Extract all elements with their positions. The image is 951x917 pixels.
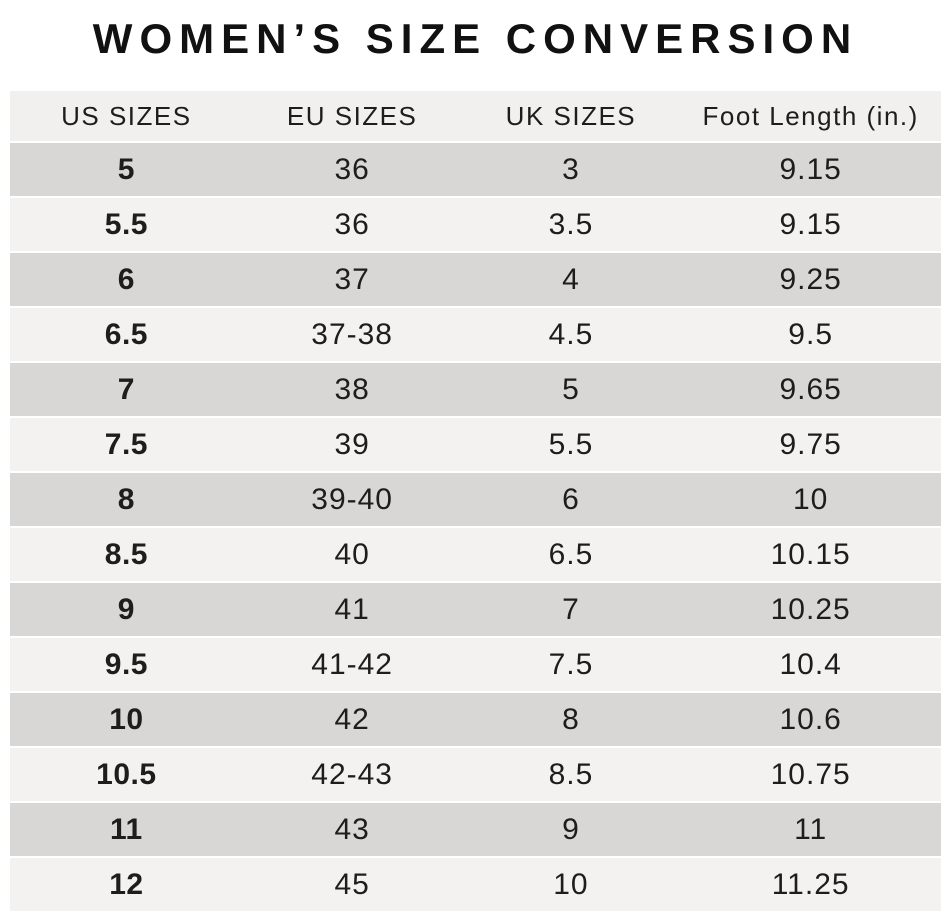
table-row: 9.5 41-42 7.5 10.4 <box>10 636 941 692</box>
cell-uk-size: 3.5 <box>461 196 681 252</box>
cell-eu-size: 36 <box>242 141 462 197</box>
cell-us-size: 5 <box>10 141 243 197</box>
cell-foot-length: 10 <box>680 471 941 527</box>
table-row: 8 39-40 6 10 <box>10 471 941 527</box>
table-row: 10 42 8 10.6 <box>10 691 941 747</box>
cell-us-size: 5.5 <box>10 196 243 252</box>
table-row: 5 36 3 9.15 <box>10 141 941 197</box>
cell-uk-size: 7 <box>461 581 681 637</box>
cell-eu-size: 39-40 <box>242 471 462 527</box>
cell-eu-size: 42 <box>242 691 462 747</box>
cell-us-size: 8.5 <box>10 526 243 582</box>
cell-us-size: 9 <box>10 581 243 637</box>
cell-foot-length: 9.15 <box>680 141 941 197</box>
cell-eu-size: 37-38 <box>242 306 462 362</box>
table-row: 10.5 42-43 8.5 10.75 <box>10 746 941 802</box>
table-row: 9 41 7 10.25 <box>10 581 941 637</box>
cell-us-size: 6 <box>10 251 243 307</box>
cell-us-size: 10 <box>10 691 243 747</box>
page-title: WOMEN’S SIZE CONVERSION <box>92 15 859 62</box>
cell-uk-size: 4.5 <box>461 306 681 362</box>
cell-uk-size: 8.5 <box>461 746 681 802</box>
cell-eu-size: 41 <box>242 581 462 637</box>
header-foot-length: Foot Length (in.) <box>680 91 941 142</box>
cell-uk-size: 7.5 <box>461 636 681 692</box>
cell-uk-size: 4 <box>461 251 681 307</box>
cell-uk-size: 5 <box>461 361 681 417</box>
cell-uk-size: 9 <box>461 801 681 857</box>
cell-foot-length: 10.15 <box>680 526 941 582</box>
cell-us-size: 12 <box>10 856 243 911</box>
header-row: US SIZES EU SIZES UK SIZES Foot Length (… <box>10 91 941 142</box>
cell-foot-length: 9.15 <box>680 196 941 252</box>
cell-foot-length: 11.25 <box>680 856 941 911</box>
cell-uk-size: 6.5 <box>461 526 681 582</box>
cell-uk-size: 10 <box>461 856 681 911</box>
size-conversion-table: US SIZES EU SIZES UK SIZES Foot Length (… <box>10 91 941 911</box>
table-row: 11 43 9 11 <box>10 801 941 857</box>
cell-eu-size: 40 <box>242 526 462 582</box>
table-row: 12 45 10 11.25 <box>10 856 941 911</box>
table-row: 7.5 39 5.5 9.75 <box>10 416 941 472</box>
table-row: 6 37 4 9.25 <box>10 251 941 307</box>
cell-eu-size: 36 <box>242 196 462 252</box>
table-body: 5 36 3 9.15 5.5 36 3.5 9.15 6 37 4 9.25 6.5 37-38 4.5 9… <box>10 141 941 911</box>
header-us-sizes: US SIZES <box>10 91 243 142</box>
cell-foot-length: 10.4 <box>680 636 941 692</box>
cell-uk-size: 6 <box>461 471 681 527</box>
cell-foot-length: 10.6 <box>680 691 941 747</box>
cell-us-size: 7.5 <box>10 416 243 472</box>
cell-foot-length: 9.5 <box>680 306 941 362</box>
cell-eu-size: 41-42 <box>242 636 462 692</box>
table-header: US SIZES EU SIZES UK SIZES Foot Length (… <box>10 91 941 142</box>
cell-us-size: 9.5 <box>10 636 243 692</box>
table-row: 8.5 40 6.5 10.15 <box>10 526 941 582</box>
cell-foot-length: 10.25 <box>680 581 941 637</box>
cell-uk-size: 5.5 <box>461 416 681 472</box>
cell-us-size: 8 <box>10 471 243 527</box>
cell-eu-size: 37 <box>242 251 462 307</box>
cell-foot-length: 10.75 <box>680 746 941 802</box>
cell-us-size: 7 <box>10 361 243 417</box>
cell-eu-size: 45 <box>242 856 462 911</box>
cell-eu-size: 43 <box>242 801 462 857</box>
table-row: 6.5 37-38 4.5 9.5 <box>10 306 941 362</box>
cell-us-size: 11 <box>10 801 243 857</box>
header-eu-sizes: EU SIZES <box>242 91 462 142</box>
table-row: 7 38 5 9.65 <box>10 361 941 417</box>
cell-foot-length: 9.65 <box>680 361 941 417</box>
cell-uk-size: 3 <box>461 141 681 197</box>
cell-eu-size: 38 <box>242 361 462 417</box>
cell-us-size: 6.5 <box>10 306 243 362</box>
header-uk-sizes: UK SIZES <box>461 91 681 142</box>
cell-foot-length: 9.25 <box>680 251 941 307</box>
table-row: 5.5 36 3.5 9.15 <box>10 196 941 252</box>
cell-us-size: 10.5 <box>10 746 243 802</box>
cell-foot-length: 11 <box>680 801 941 857</box>
cell-uk-size: 8 <box>461 691 681 747</box>
cell-foot-length: 9.75 <box>680 416 941 472</box>
cell-eu-size: 42-43 <box>242 746 462 802</box>
cell-eu-size: 39 <box>242 416 462 472</box>
